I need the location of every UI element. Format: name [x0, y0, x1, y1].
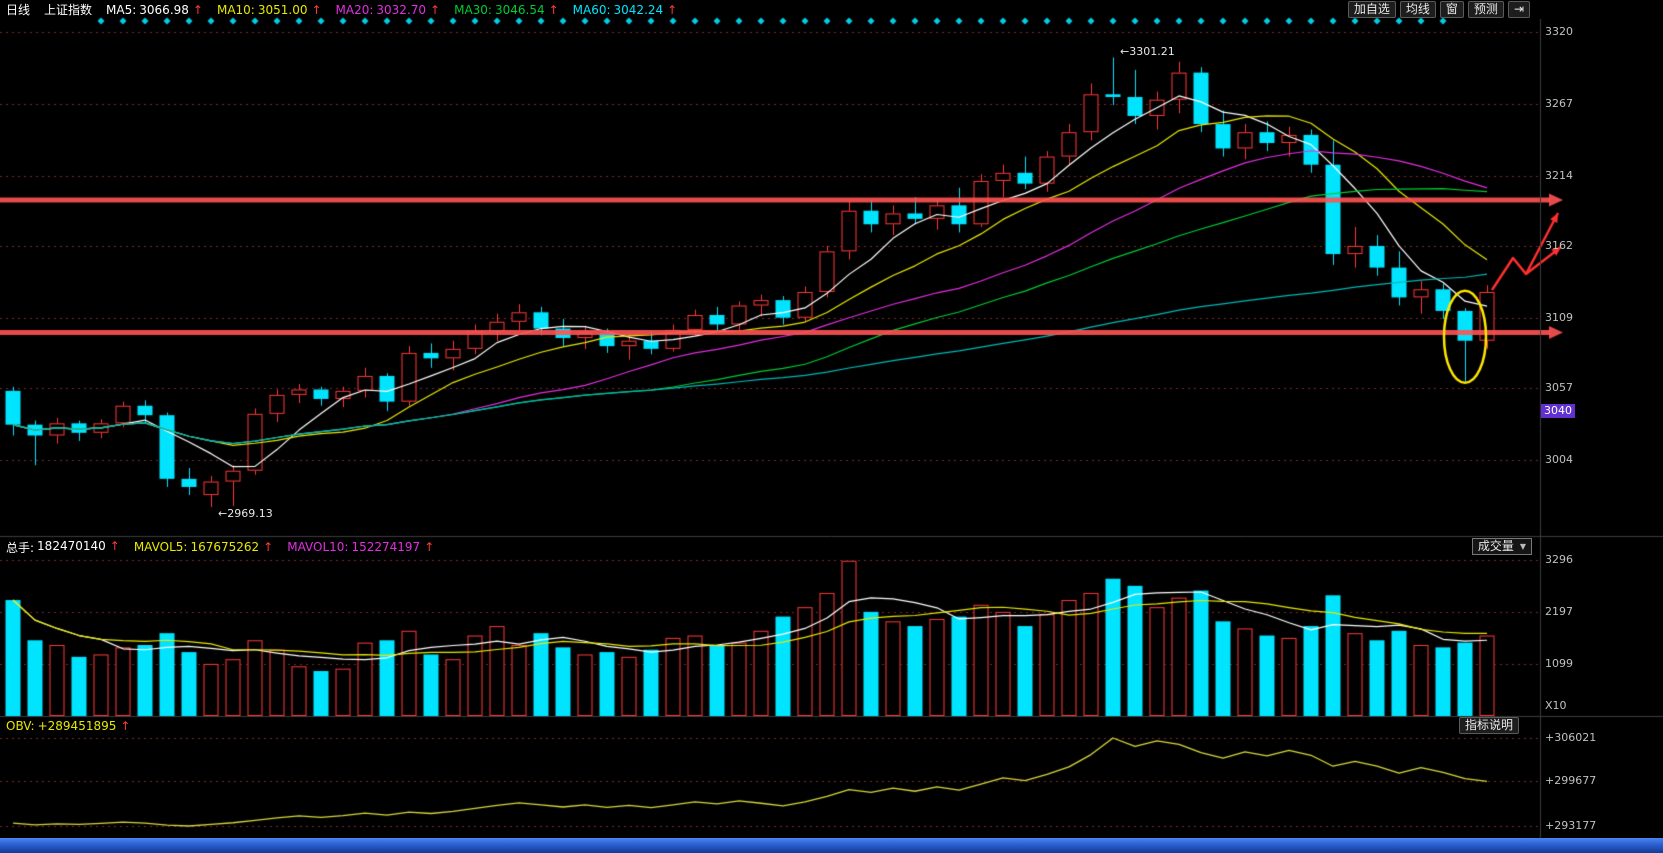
- ma30-legend: MA30: 3046.54 ↑: [454, 2, 559, 17]
- ma60-legend: MA60: 3042.24 ↑: [572, 2, 678, 17]
- up-arrow-icon: ↑: [192, 2, 203, 17]
- period-label[interactable]: 日线: [6, 3, 31, 17]
- obv-panel-header: OBV: +289451895 ↑ 指标说明: [0, 717, 1663, 735]
- up-arrow-icon: ↑: [667, 2, 678, 17]
- ma10-legend: MA10: 3051.00 ↑: [216, 2, 322, 17]
- indicator-help-button[interactable]: 指标说明: [1458, 717, 1519, 734]
- bottom-bar: [0, 838, 1663, 853]
- top-toolbar: 日线 上证指数 MA5: 3066.98 ↑ MA10: 3051.00 ↑ MA20:…: [0, 0, 1663, 19]
- chevron-down-icon: ▼: [1519, 542, 1526, 551]
- ma20-legend: MA20: 3032.70 ↑: [335, 2, 441, 17]
- volume-panel-header: 总手: 182470140 ↑ MAVOL5: 167675262 ↑ MAVOL10:…: [0, 538, 1663, 556]
- window-button[interactable]: 窗: [1439, 1, 1464, 18]
- up-arrow-icon: ↑: [311, 2, 322, 17]
- toolbar-buttons: 加自选 均线 窗 预测 ⇥: [1347, 1, 1530, 18]
- symbol-name: 上证指数: [44, 3, 93, 17]
- jump-to-latest-icon[interactable]: ⇥: [1507, 1, 1530, 18]
- forecast-button[interactable]: 预测: [1467, 1, 1504, 18]
- up-arrow-icon: ↑: [109, 538, 120, 553]
- up-arrow-icon: ↑: [120, 719, 131, 733]
- up-arrow-icon: ↑: [263, 540, 274, 554]
- ma5-legend: MA5: 3066.98 ↑: [106, 2, 203, 17]
- mavol10-readout: MAVOL10: 152274197 ↑: [287, 540, 435, 554]
- up-arrow-icon: ↑: [424, 540, 435, 554]
- volume-indicator-dropdown[interactable]: 成交量 ▼: [1471, 538, 1532, 555]
- add-watchlist-button[interactable]: 加自选: [1347, 1, 1396, 18]
- ma-settings-button[interactable]: 均线: [1399, 1, 1436, 18]
- mavol5-readout: MAVOL5: 167675262 ↑: [133, 540, 274, 554]
- obv-readout: OBV: +289451895 ↑: [6, 719, 131, 733]
- up-arrow-icon: ↑: [430, 2, 441, 17]
- total-volume-readout: 总手: 182470140 ↑: [6, 538, 120, 555]
- up-arrow-icon: ↑: [548, 2, 559, 17]
